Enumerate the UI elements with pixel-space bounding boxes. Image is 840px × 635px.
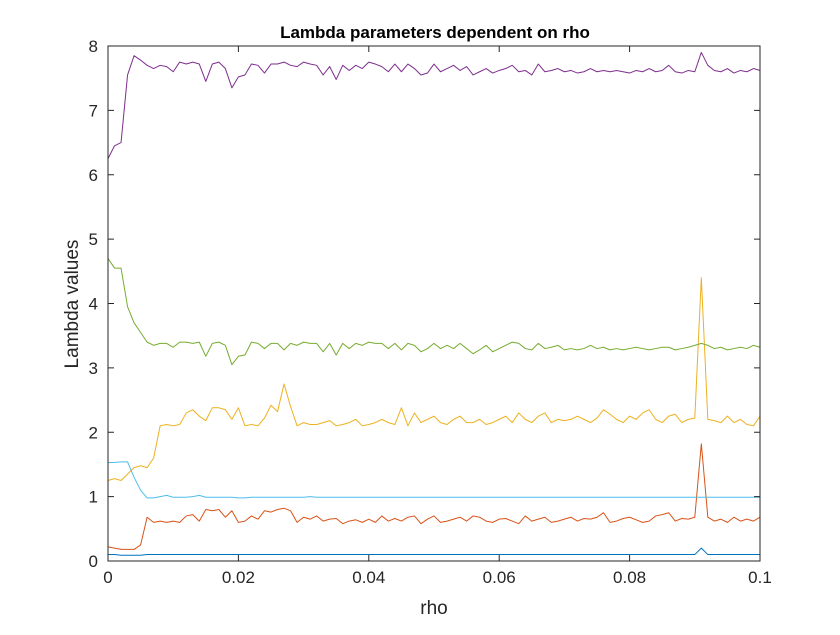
series-line-3 [107, 277, 761, 482]
y-tick-label: 4 [89, 295, 98, 314]
y-tick-label: 7 [89, 101, 98, 120]
x-tick-label: 0.1 [748, 568, 772, 587]
y-tick-label: 5 [89, 230, 98, 249]
series-line-5 [107, 258, 761, 366]
x-tick-label: 0.06 [483, 568, 516, 587]
y-tick-label: 6 [89, 166, 98, 185]
series-line-4 [107, 51, 761, 159]
y-tick-label: 3 [89, 359, 98, 378]
series-line-6 [108, 461, 760, 499]
y-axis-label: Lambda values [62, 240, 83, 369]
plot-frame [107, 45, 761, 562]
x-axis-label: rho [420, 598, 447, 619]
x-tick-label: 0.04 [352, 568, 385, 587]
y-tick-label: 0 [89, 552, 98, 571]
x-axis-ticks: 0 0.02 0.04 0.06 0.08 0.1 [103, 46, 772, 587]
series-line-2 [107, 443, 761, 550]
y-tick-label: 8 [89, 37, 98, 56]
series-layer [107, 51, 761, 556]
y-tick-label: 2 [89, 423, 98, 442]
chart-title: Lambda parameters dependent on rho [280, 23, 590, 42]
series-line-1 [108, 547, 760, 556]
x-tick-label: 0.08 [613, 568, 646, 587]
y-axis-ticks: 0 1 2 3 4 5 6 7 8 [89, 37, 760, 571]
x-tick-label: 0 [103, 568, 112, 587]
x-tick-label: 0.02 [222, 568, 255, 587]
y-tick-label: 1 [89, 488, 98, 507]
